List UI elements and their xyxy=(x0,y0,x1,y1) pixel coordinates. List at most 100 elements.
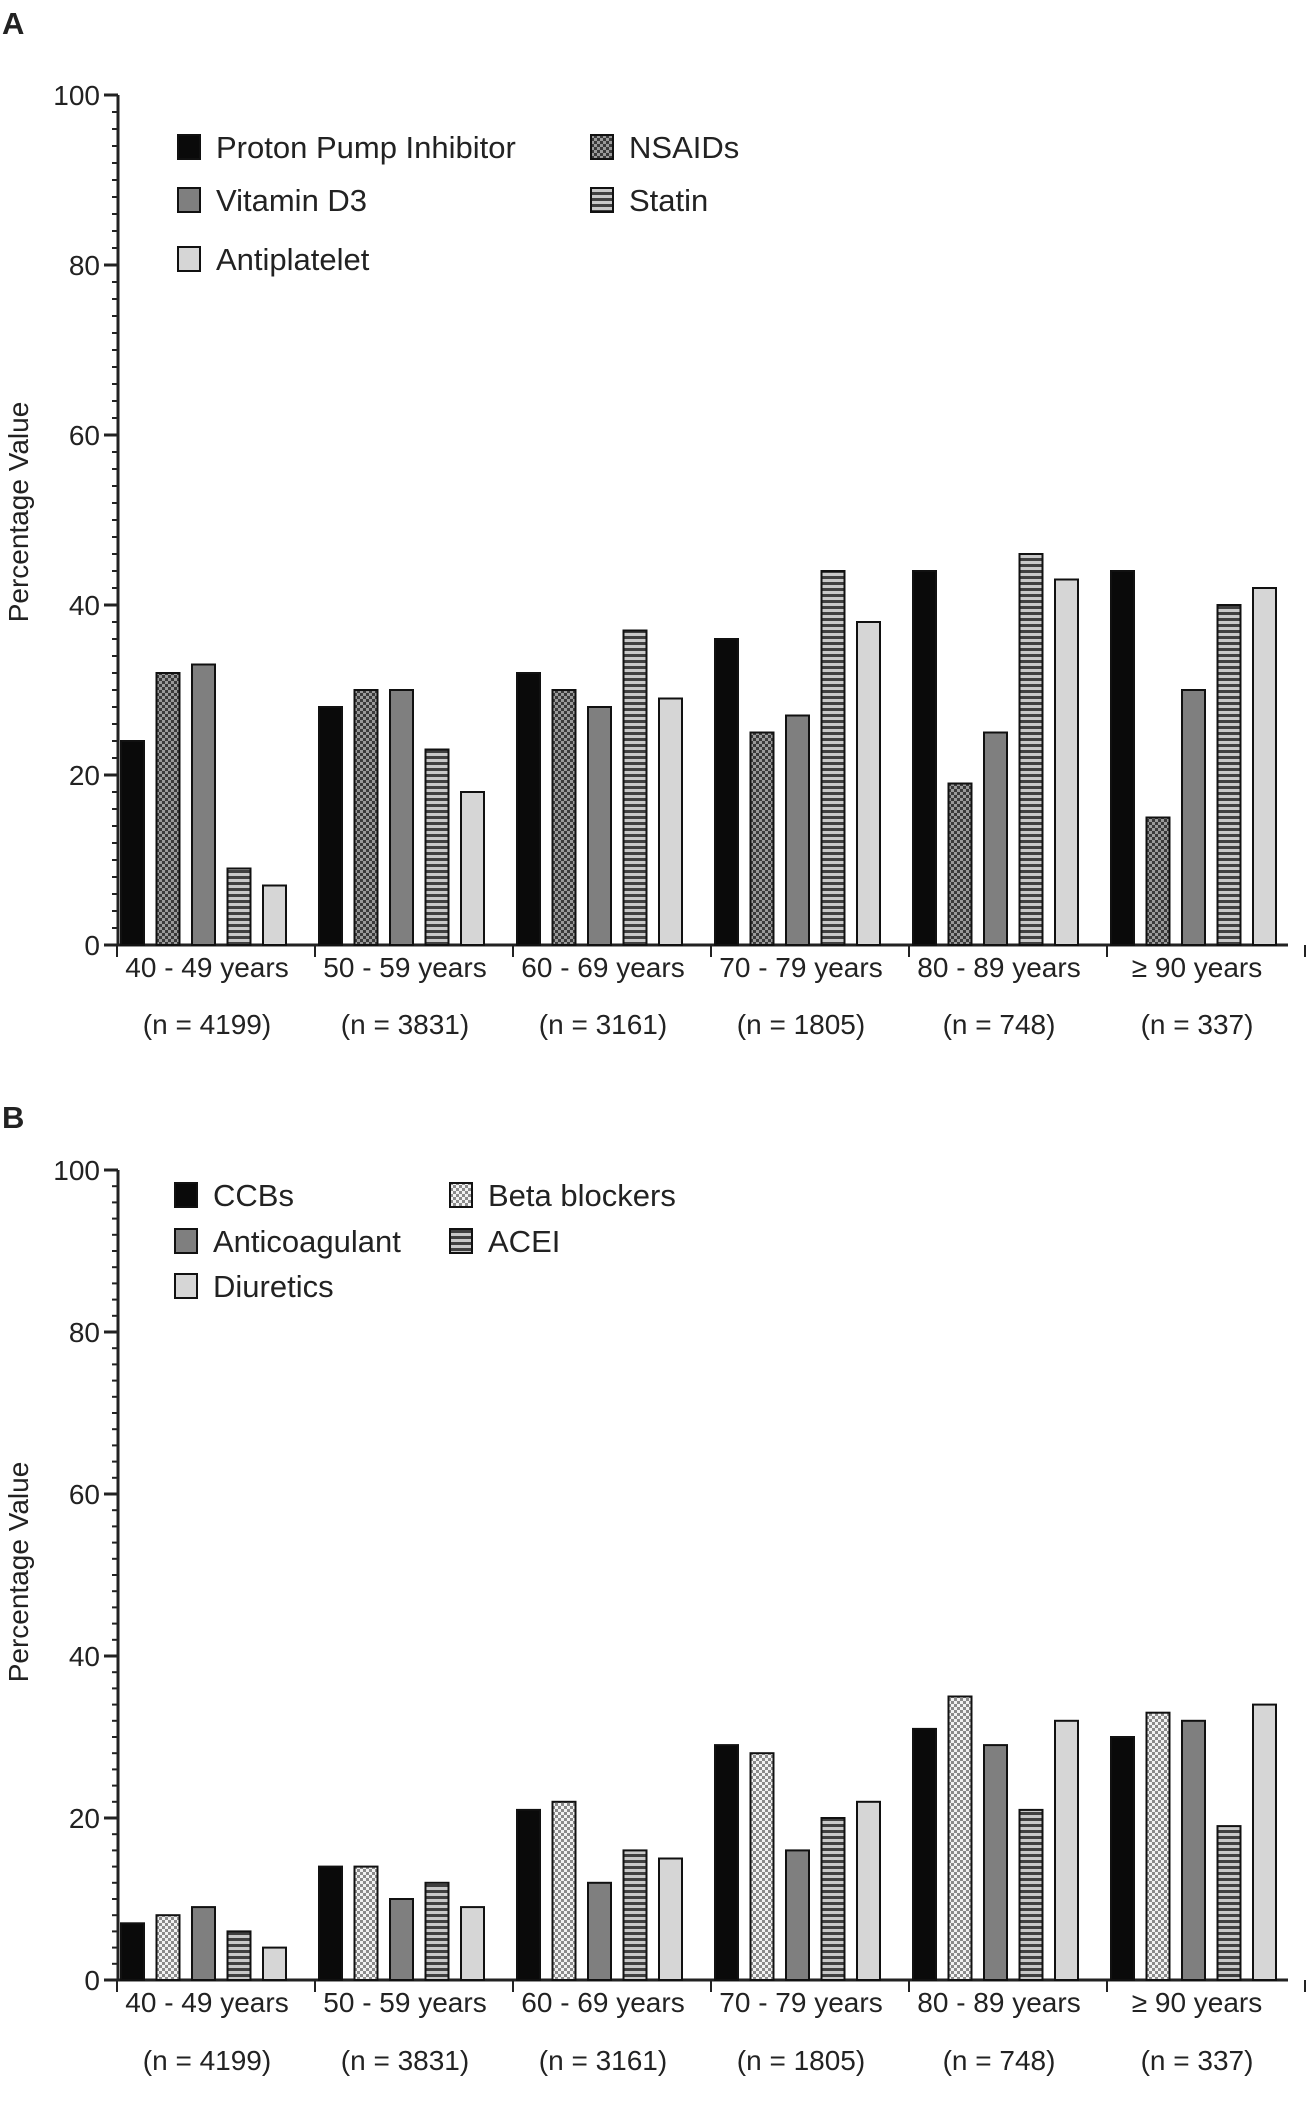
legend-item-acei: ACEI xyxy=(449,1224,560,1259)
bar-ccbs-1 xyxy=(120,1922,145,1982)
y-tick-label: 0 xyxy=(84,1965,100,1996)
y-tick-label: 100 xyxy=(53,1155,100,1186)
bar-anticoagulant-2 xyxy=(389,1898,414,1981)
bar-acei-3 xyxy=(622,1849,648,1982)
bar-ccbs-2 xyxy=(318,1865,343,1981)
legend: CCBs Beta blockers Anticoagulant ACEI Diuret… xyxy=(174,1178,676,1304)
bar-diuretics-4 xyxy=(856,1800,881,1982)
bar-anticoagulant-6 xyxy=(1181,1719,1206,1982)
legend-swatch xyxy=(590,134,614,160)
bar-statin-4 xyxy=(820,570,846,946)
legend-swatch xyxy=(449,1228,473,1254)
category-label: ≥ 90 years xyxy=(1132,952,1263,983)
legend-swatch xyxy=(177,187,201,213)
bar-antiplatelet-2 xyxy=(460,791,485,946)
bar-nsaids-1 xyxy=(155,672,181,946)
sample-size-label: (n = 4199) xyxy=(143,1009,271,1040)
bar-beta-blockers-5 xyxy=(947,1695,973,1981)
bar-vitamin-d3-6 xyxy=(1181,689,1206,946)
axes: 0 20 40 60 80 100 xyxy=(53,80,1306,961)
sample-size-label: (n = 748) xyxy=(943,2045,1056,2076)
bar-ccbs-5 xyxy=(912,1727,937,1982)
bar-acei-1 xyxy=(226,1930,252,1982)
legend-item-diuretics: Diuretics xyxy=(174,1269,334,1304)
bar-nsaids-5 xyxy=(947,782,973,946)
bar-statin-6 xyxy=(1216,604,1242,946)
bar-statin-1 xyxy=(226,867,252,946)
bar-beta-blockers-2 xyxy=(353,1865,379,1981)
bar-proton-pump-inhibitor-2 xyxy=(318,706,343,946)
legend-label: Diuretics xyxy=(213,1269,334,1304)
y-tick-label: 60 xyxy=(69,420,100,451)
sample-size-label: (n = 1805) xyxy=(737,2045,865,2076)
legend-label: CCBs xyxy=(213,1178,294,1213)
sample-size-label: (n = 3831) xyxy=(341,1009,469,1040)
bar-vitamin-d3-1 xyxy=(191,663,216,946)
bars xyxy=(120,1695,1277,1982)
category-label: ≥ 90 years xyxy=(1132,1987,1263,2018)
bar-anticoagulant-4 xyxy=(785,1849,810,1982)
sample-size-label: (n = 337) xyxy=(1141,2045,1254,2076)
y-tick-label: 20 xyxy=(69,760,100,791)
y-tick-label: 80 xyxy=(69,1317,100,1348)
legend-swatch xyxy=(174,1273,198,1299)
bar-beta-blockers-6 xyxy=(1145,1711,1171,1981)
bar-diuretics-3 xyxy=(658,1857,683,1981)
legend-label: Statin xyxy=(629,183,708,218)
bar-vitamin-d3-2 xyxy=(389,689,414,946)
legend-swatch xyxy=(174,1228,198,1254)
bar-acei-4 xyxy=(820,1817,846,1981)
bar-acei-6 xyxy=(1216,1825,1242,1981)
legend-label: NSAIDs xyxy=(629,130,739,165)
category-label: 40 - 49 years xyxy=(125,952,288,983)
panel-b: B Percentage Value 0 20 40 60 80 100 40 - 49 … xyxy=(2,1100,1306,2076)
bar-vitamin-d3-4 xyxy=(785,714,810,946)
panel-a: A Percentage Value 0 20 40 60 80 100 40 - 49 … xyxy=(2,6,1306,1040)
bars xyxy=(120,553,1277,946)
bar-statin-3 xyxy=(622,629,648,946)
bar-nsaids-2 xyxy=(353,689,379,946)
category-label: 50 - 59 years xyxy=(323,1987,486,2018)
bar-diuretics-1 xyxy=(262,1946,287,1981)
category-label: 60 - 69 years xyxy=(521,952,684,983)
bar-diuretics-5 xyxy=(1054,1719,1079,1982)
legend: Proton Pump Inhibitor NSAIDs Vitamin D3 Sta… xyxy=(177,130,739,277)
y-axis-label: Percentage Value xyxy=(3,402,34,623)
panel-label: A xyxy=(2,6,24,41)
bar-anticoagulant-5 xyxy=(983,1744,1008,1981)
bar-vitamin-d3-5 xyxy=(983,731,1008,946)
bar-beta-blockers-4 xyxy=(749,1752,775,1981)
category-label: 50 - 59 years xyxy=(323,952,486,983)
legend-item-anticoagulant: Anticoagulant xyxy=(174,1224,401,1259)
legend-item-nsaids: NSAIDs xyxy=(590,130,739,165)
y-tick-label: 80 xyxy=(69,250,100,281)
legend-label: Anticoagulant xyxy=(213,1224,401,1259)
bar-proton-pump-inhibitor-1 xyxy=(120,740,145,946)
legend-label: Vitamin D3 xyxy=(216,183,367,218)
legend-label: Beta blockers xyxy=(488,1178,676,1213)
bar-diuretics-6 xyxy=(1252,1703,1277,1981)
legend-swatch xyxy=(177,246,201,272)
sample-size-label: (n = 748) xyxy=(943,1009,1056,1040)
y-tick-label: 40 xyxy=(69,1641,100,1672)
sample-size-label: (n = 1805) xyxy=(737,1009,865,1040)
bar-anticoagulant-1 xyxy=(191,1906,216,1981)
sample-size-label: (n = 3161) xyxy=(539,1009,667,1040)
bar-proton-pump-inhibitor-3 xyxy=(516,672,541,946)
legend-swatch xyxy=(174,1182,198,1208)
bar-acei-5 xyxy=(1018,1808,1044,1982)
bar-antiplatelet-4 xyxy=(856,621,881,946)
bar-beta-blockers-1 xyxy=(155,1914,181,1981)
bar-ccbs-4 xyxy=(714,1744,739,1981)
category-labels: 40 - 49 years (n = 4199) 50 - 59 years (n =… xyxy=(125,952,1262,1040)
bar-nsaids-3 xyxy=(551,689,577,946)
y-tick-label: 40 xyxy=(69,590,100,621)
y-tick-label: 0 xyxy=(84,930,100,961)
bar-ccbs-6 xyxy=(1110,1736,1135,1981)
bar-beta-blockers-3 xyxy=(551,1800,577,1982)
sample-size-label: (n = 3831) xyxy=(341,2045,469,2076)
category-label: 80 - 89 years xyxy=(917,1987,1080,2018)
legend-label: Antiplatelet xyxy=(216,242,370,277)
panel-label: B xyxy=(2,1100,24,1135)
bar-diuretics-2 xyxy=(460,1906,485,1981)
